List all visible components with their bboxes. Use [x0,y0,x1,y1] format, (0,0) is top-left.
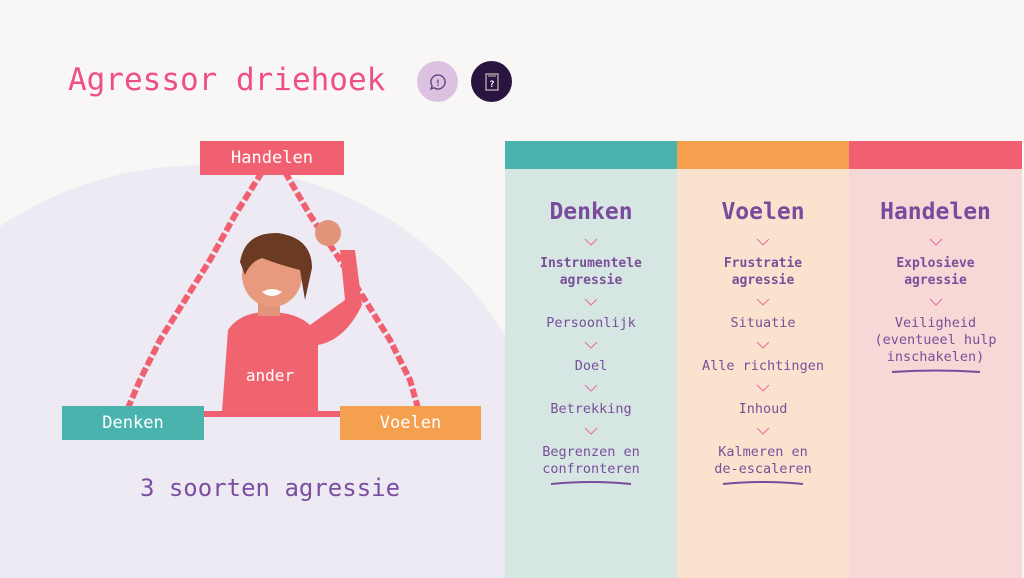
column-title: Handelen [880,199,991,225]
triangle-illustration [122,170,423,417]
action: Kalmeren en de-escaleren [714,444,812,477]
column-voelen: Voelen Frustratie agressie Situatie Alle… [677,141,849,578]
chevron-down-icon [849,229,1022,255]
column-header-bar [677,141,849,169]
svg-text:?: ? [489,80,494,90]
step: Doel [574,358,608,374]
aggression-type: Explosieve agressie [896,256,975,288]
chevron-down-icon [505,418,677,444]
chevron-down-icon [677,229,849,255]
column-denken: Denken Instrumentele agressie Persoonlij… [505,141,677,578]
triangle-label-denken: Denken [62,406,204,440]
column-handelen: Handelen Explosieve agressie Veiligheid … [849,141,1022,578]
person-illustration [222,220,362,412]
chevron-down-icon [677,289,849,315]
svg-text:!: ! [435,79,440,89]
underline-decoration [550,481,632,485]
triangle-center-label: ander [245,366,295,385]
action: Begrenzen en confronteren [542,444,640,477]
speech-bubble-exclamation-icon[interactable]: ! [417,61,458,102]
chevron-down-icon [505,332,677,358]
step: Betrekking [550,401,632,417]
triangle-label-handelen: Handelen [200,141,344,175]
step: Inhoud [738,401,788,417]
underline-decoration [722,481,804,485]
step: Situatie [730,315,796,331]
chevron-down-icon [677,418,849,444]
page-title: Agressor driehoek [68,62,386,98]
chevron-down-icon [505,229,677,255]
book-question-icon[interactable]: ? [471,61,512,102]
triangle-label-voelen: Voelen [340,406,481,440]
column-header-bar [849,141,1022,169]
aggressor-triangle: Handelen Denken Voelen ander 3 soorten a… [0,0,500,578]
chevron-down-icon [505,375,677,401]
action: Veiligheid (eventueel hulp inschakelen) [874,315,997,365]
aggression-type: Instrumentele agressie [540,256,642,288]
step: Alle richtingen [702,358,824,374]
column-title: Voelen [721,199,805,225]
column-title: Denken [549,199,633,225]
triangle-subtitle: 3 soorten agressie [139,474,401,502]
column-header-bar [505,141,677,169]
chevron-down-icon [849,289,1022,315]
underline-decoration [891,369,980,373]
chevron-down-icon [505,289,677,315]
chevron-down-icon [677,332,849,358]
step: Persoonlijk [546,315,636,331]
aggression-type: Frustratie agressie [723,256,803,288]
chevron-down-icon [677,375,849,401]
